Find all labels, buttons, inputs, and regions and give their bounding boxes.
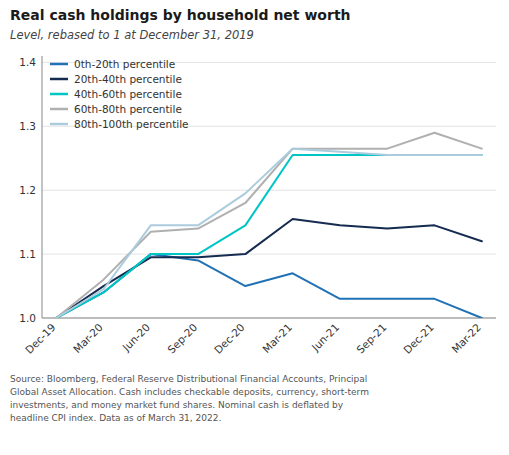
- legend-label: 20th-40th percentile: [74, 73, 182, 85]
- chart: Real cash holdings by household net wort…: [0, 0, 509, 455]
- x-tick-label: Dec-19: [23, 321, 58, 356]
- y-tick-label: 1.4: [19, 56, 36, 68]
- legend-swatch: [50, 78, 68, 81]
- y-axis: [42, 56, 43, 318]
- series-line: [56, 149, 482, 318]
- x-tick-label: Sep-21: [354, 321, 389, 356]
- legend-label: 0th-20th percentile: [74, 58, 175, 70]
- x-tick-label: Jun-21: [308, 321, 341, 354]
- source: Source: Bloomberg, Federal Reserve Distr…: [10, 374, 369, 423]
- legend-swatch: [50, 63, 68, 66]
- y-tick-label: 1.0: [19, 312, 36, 324]
- legend-label: 80th-100th percentile: [74, 118, 189, 130]
- x-tick-label: Dec-20: [212, 321, 247, 356]
- legend-label: 60th-80th percentile: [74, 103, 182, 115]
- x-tick-label: Mar-22: [449, 321, 483, 355]
- legend-swatch: [50, 123, 68, 126]
- x-tick-label: Mar-21: [260, 321, 294, 355]
- title: Real cash holdings by household net wort…: [10, 7, 351, 23]
- x-tick-label: Dec-21: [401, 321, 436, 356]
- x-tick-label: Jun-20: [119, 321, 152, 354]
- series-line: [56, 155, 482, 318]
- subtitle: Level, rebased to 1 at December 31, 2019: [10, 28, 254, 42]
- legend-label: 40th-60th percentile: [74, 88, 182, 100]
- x-tick-label: Sep-20: [165, 321, 200, 356]
- x-axis: [42, 318, 496, 319]
- y-tick-label: 1.1: [19, 248, 36, 260]
- legend-swatch: [50, 108, 68, 111]
- grid-line: [42, 254, 496, 255]
- x-tick-label: Mar-20: [71, 321, 105, 355]
- grid: [42, 62, 496, 318]
- y-tick-label: 1.3: [19, 120, 36, 132]
- series-line: [56, 133, 482, 318]
- legend-swatch: [50, 93, 68, 96]
- grid-line: [42, 318, 496, 319]
- legend: 0th-20th percentile 20th-40th percentile 4…: [50, 58, 189, 130]
- y-tick-label: 1.2: [19, 184, 36, 196]
- lines: [56, 133, 482, 318]
